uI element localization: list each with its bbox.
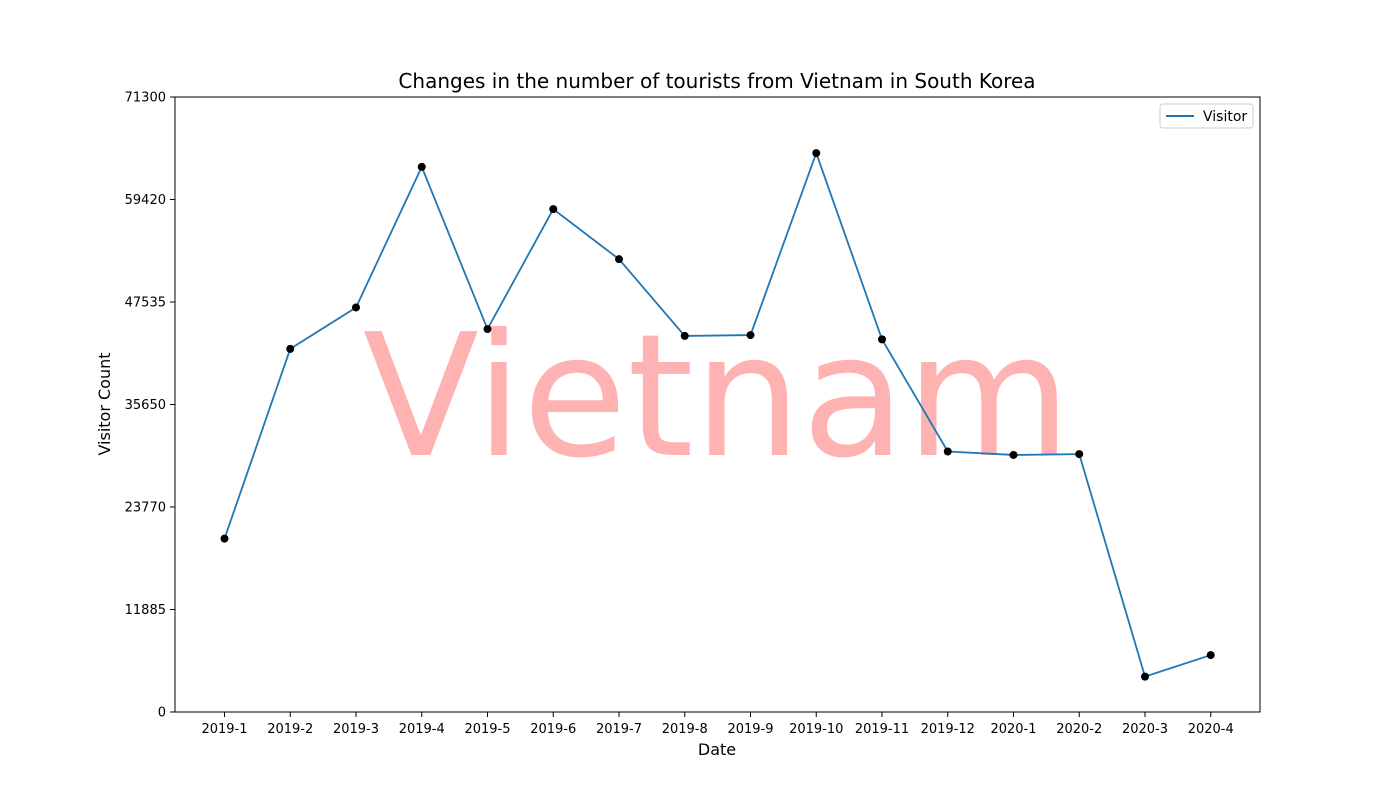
x-tick-label: 2019-11 [855, 722, 909, 737]
data-point [878, 335, 886, 344]
data-point [286, 344, 295, 353]
y-tick-label: 59420 [125, 193, 166, 208]
y-tick-label: 23770 [125, 500, 166, 515]
x-tick-label: 2019-10 [789, 722, 843, 737]
x-tick-label: 2019-6 [530, 722, 576, 737]
x-tick-label: 2019-3 [333, 722, 379, 737]
legend-box [1159, 103, 1254, 129]
data-point [1075, 450, 1084, 459]
x-tick-label: 2019-5 [464, 722, 510, 737]
data-point [746, 331, 755, 340]
x-tick-label: 2019-1 [201, 722, 247, 737]
data-point [943, 447, 952, 456]
data-point [680, 331, 689, 340]
y-axis-title: Visitor Count [95, 352, 114, 455]
data-point [220, 534, 229, 543]
data-point [549, 205, 558, 214]
data-point [417, 162, 426, 171]
x-tick-label: 2019-8 [662, 722, 708, 737]
data-point [615, 255, 623, 264]
data-point [483, 325, 492, 334]
data-point [1009, 450, 1018, 459]
x-tick-label: 2020-4 [1188, 722, 1234, 737]
y-tick-label: 71300 [125, 91, 166, 106]
x-tick-label: 2020-1 [990, 722, 1036, 737]
x-tick-label: 2019-9 [727, 722, 773, 737]
x-tick-label: 2019-12 [921, 722, 975, 737]
data-point [1141, 672, 1149, 681]
chart-title: Changes in the number of tourists from V… [398, 69, 1035, 93]
data-point [1206, 651, 1215, 660]
series-layer [220, 149, 1215, 681]
legend-label-visitor: Visitor [1203, 109, 1247, 125]
x-tick-label: 2020-3 [1122, 722, 1168, 737]
watermark-text: Vietnam [363, 298, 1072, 496]
y-tick-label: 11885 [125, 603, 166, 618]
legend: Visitor [1159, 103, 1254, 129]
data-point [812, 149, 821, 158]
data-point [352, 303, 360, 312]
x-tick-label: 2019-4 [399, 722, 445, 737]
y-tick-label: 35650 [125, 398, 166, 413]
y-tick-label: 0 [158, 706, 166, 721]
x-tick-label: 2019-2 [267, 722, 313, 737]
x-tick-label: 2019-7 [596, 722, 642, 737]
x-axis: 2019-1 2019-2 2019-3 2019-4 2019-5 2019-6 2019… [201, 712, 1234, 737]
y-tick-label: 47535 [125, 295, 166, 310]
y-axis: 0 11885 23770 35650 47535 59420 71300 [125, 91, 175, 721]
x-tick-label: 2020-2 [1056, 722, 1102, 737]
series-line-visitor [223, 150, 1212, 678]
x-axis-title: Date [698, 740, 736, 759]
